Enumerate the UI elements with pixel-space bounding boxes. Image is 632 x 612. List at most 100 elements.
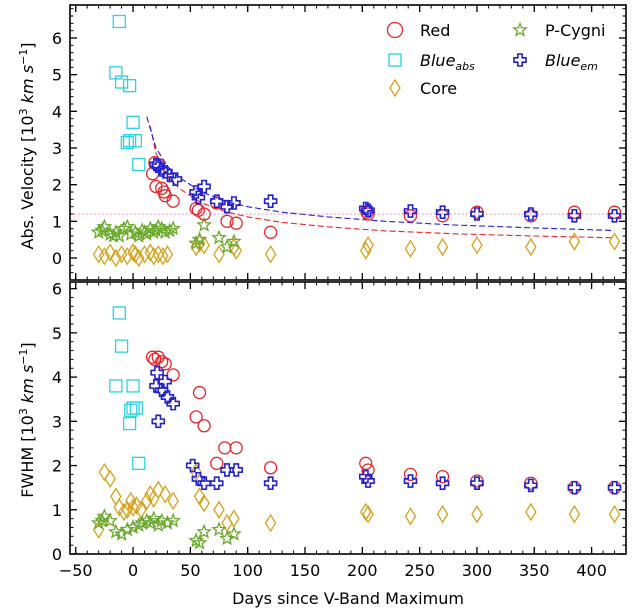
core-point (436, 237, 449, 257)
blue_abs-point (120, 135, 134, 150)
legend-marker-core (389, 78, 401, 98)
top-y-axis-title: Abs. Velocity [103 km s−1] (17, 43, 37, 250)
blue_abs-point (114, 75, 129, 89)
y-tick-label: 6 (52, 29, 62, 48)
core-point (157, 246, 169, 266)
core-point (98, 246, 111, 266)
pcygni-point (211, 521, 227, 537)
core-point (525, 237, 537, 257)
legend-entry-blue_abs: Blueabs (388, 51, 475, 73)
series-blue_em (149, 157, 622, 223)
core-point (167, 491, 179, 511)
core-point (471, 504, 483, 524)
legend-marker-blue_em (513, 53, 527, 67)
pcygni-point (188, 235, 204, 251)
red-point (151, 350, 165, 364)
y-tick-label: 2 (52, 176, 62, 195)
blue_em-point (524, 207, 538, 221)
core-point (159, 485, 171, 504)
pcygni-point (159, 514, 176, 530)
core-point (404, 239, 417, 259)
blue_em-point (263, 476, 278, 491)
blue_em-point (149, 157, 163, 172)
series-core (92, 462, 621, 539)
blue_em-point (227, 196, 241, 210)
top-plot-area (70, 14, 626, 268)
blue_em-point (361, 203, 375, 218)
blue_em-point (189, 185, 203, 199)
series-blue_abs (109, 306, 146, 470)
core-point (133, 248, 145, 268)
pcygni-point (226, 525, 242, 541)
bottom-axes-frame (69, 281, 627, 555)
red-point (359, 456, 373, 470)
x-tick-label: 300 (462, 561, 493, 580)
blue_abs-point (126, 115, 140, 129)
core-point (118, 502, 130, 522)
red-point (263, 461, 278, 475)
red-point (435, 469, 450, 484)
core-point (608, 232, 621, 251)
core-point (360, 241, 372, 260)
legend: Red P-Cygni Blueabs Blueem Core (386, 21, 605, 98)
blue_abs-point (112, 306, 126, 320)
pcygni-point (111, 227, 128, 243)
core-point (228, 509, 240, 528)
core-point (98, 462, 111, 482)
blue_em-point (229, 463, 244, 477)
y-tick-label: 5 (52, 66, 62, 85)
x-tick-label: −50 (59, 561, 93, 580)
series-blue_abs (109, 14, 146, 172)
blue_em-point (607, 209, 622, 223)
pcygni-point (196, 216, 213, 232)
blue_abs-point (132, 157, 146, 172)
core-point (404, 507, 417, 526)
core-point (121, 500, 134, 519)
core-point (104, 469, 116, 489)
pcygni-point (102, 512, 119, 528)
series-pcygni (90, 216, 242, 254)
bottom-x-ticks: −50 0 50 100 150 200 250 300 350 400 (59, 282, 627, 580)
red-point (218, 441, 232, 455)
legend-entry-blue_em: Blueem (513, 51, 598, 73)
y-tick-label: 0 (52, 545, 62, 564)
x-tick-label: 0 (128, 561, 138, 580)
core-point (152, 245, 165, 264)
core-point (104, 243, 116, 262)
red-point (403, 209, 418, 223)
x-tick-label: 50 (180, 561, 200, 580)
legend-entry-core: Core (389, 78, 457, 98)
bottom-plot-area (90, 306, 622, 550)
core-point (190, 462, 202, 482)
x-axis-title: Days since V-Band Maximum (232, 589, 464, 608)
core-point (124, 491, 137, 511)
blue_em-point (403, 474, 418, 488)
legend-marker-pcygni (512, 21, 528, 37)
y-tick-label: 6 (52, 280, 62, 299)
core-point (110, 248, 122, 268)
pcygni-point (119, 218, 136, 234)
red-point (229, 441, 243, 455)
blue_em-point (470, 476, 484, 491)
legend-label: Red (420, 21, 450, 40)
core-point (161, 245, 174, 264)
blue_em-point (361, 474, 375, 488)
series-core (92, 232, 621, 268)
blue_em-point (220, 463, 234, 477)
y-tick-label: 1 (52, 212, 62, 231)
red-point (567, 205, 582, 219)
blue_em-point (168, 172, 183, 186)
legend-label: P-Cygni (545, 21, 605, 40)
blue_em-point (197, 476, 211, 491)
pcygni-point (165, 220, 182, 236)
core-point (568, 232, 581, 251)
blue_em-point (151, 414, 166, 429)
red-point (197, 207, 211, 221)
y-tick-label: 4 (52, 368, 62, 387)
blue_em-point (263, 194, 278, 208)
core-point (471, 235, 483, 255)
core-point (362, 504, 374, 524)
core-point (152, 480, 165, 500)
core-point (264, 245, 277, 264)
